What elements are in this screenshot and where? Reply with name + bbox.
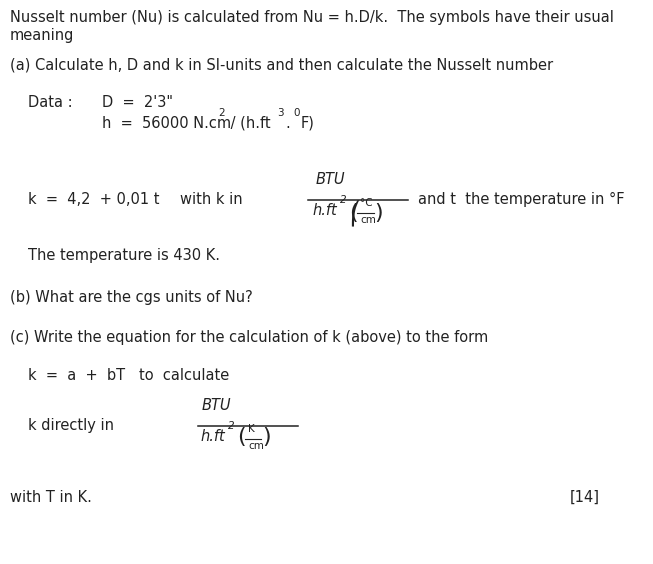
Text: BTU: BTU [202, 398, 232, 413]
Text: ): ) [262, 427, 270, 447]
Text: k directly in: k directly in [28, 418, 114, 433]
Text: k  =  4,2  + 0,01 t: k = 4,2 + 0,01 t [28, 192, 159, 207]
Text: 2: 2 [340, 195, 347, 205]
Text: ): ) [374, 203, 383, 223]
Text: 2: 2 [228, 421, 234, 431]
Text: .: . [285, 116, 290, 131]
Text: cm: cm [248, 441, 264, 451]
Text: meaning: meaning [10, 28, 74, 43]
Text: F): F) [301, 116, 315, 131]
Text: °C: °C [360, 198, 373, 208]
Text: cm: cm [360, 215, 376, 225]
Text: ⎛: ⎛ [349, 201, 360, 227]
Text: (a) Calculate h, D and k in SI-units and then calculate the Nusselt number: (a) Calculate h, D and k in SI-units and… [10, 58, 553, 73]
Text: k  =  a  +  bT   to  calculate: k = a + bT to calculate [28, 368, 229, 383]
Text: The temperature is 430 K.: The temperature is 430 K. [28, 248, 220, 263]
Text: (: ( [349, 203, 358, 223]
Text: 3: 3 [277, 108, 283, 118]
Text: with k in: with k in [180, 192, 243, 207]
Text: / (h.ft: / (h.ft [226, 116, 270, 131]
Text: (b) What are the cgs units of Nu?: (b) What are the cgs units of Nu? [10, 290, 253, 305]
Text: K: K [248, 424, 255, 434]
Text: BTU: BTU [316, 172, 345, 187]
Text: Nusselt number (Nu) is calculated from Nu = h.D/k.  The symbols have their usual: Nusselt number (Nu) is calculated from N… [10, 10, 614, 25]
Text: and t  the temperature in °F: and t the temperature in °F [418, 192, 624, 207]
Text: [14]: [14] [570, 490, 600, 505]
Text: Data :: Data : [28, 95, 72, 110]
Text: 2: 2 [218, 108, 225, 118]
Text: 0: 0 [293, 108, 300, 118]
Text: with T in K.: with T in K. [10, 490, 92, 505]
Text: (: ( [237, 427, 246, 447]
Text: h  =  56000 N.cm: h = 56000 N.cm [102, 116, 231, 131]
Text: (c) Write the equation for the calculation of k (above) to the form: (c) Write the equation for the calculati… [10, 330, 488, 345]
Text: h.ft: h.ft [312, 203, 337, 218]
Text: D  =  2'3": D = 2'3" [102, 95, 173, 110]
Text: h.ft: h.ft [200, 429, 225, 444]
